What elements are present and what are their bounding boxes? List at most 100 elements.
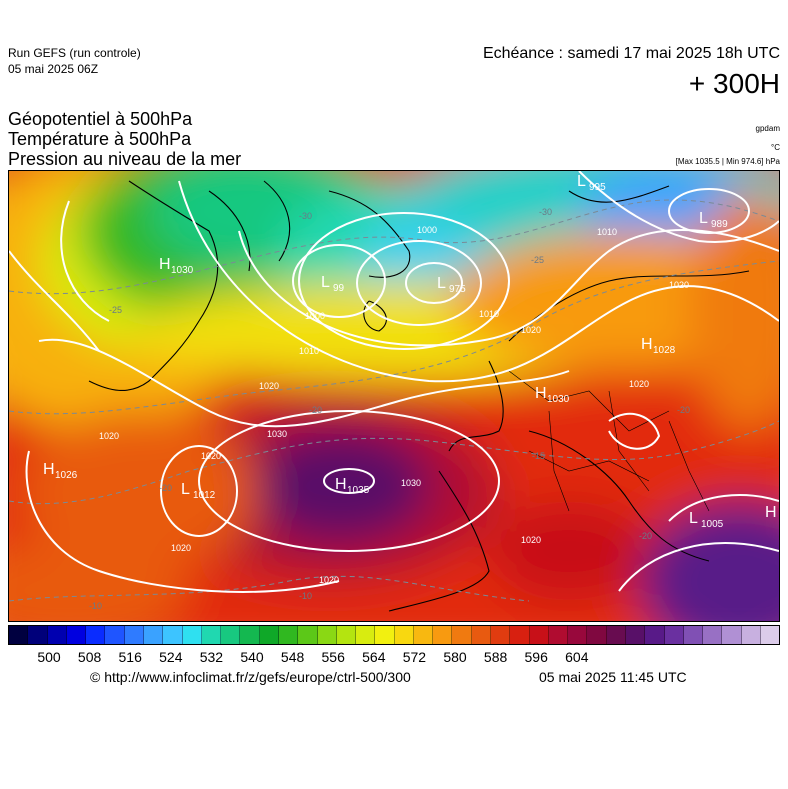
color-scale-tick-label: 500 bbox=[37, 649, 61, 665]
pressure-center-2-value: 99 bbox=[333, 283, 345, 294]
color-scale-cell bbox=[163, 626, 183, 644]
color-scale-cell bbox=[240, 626, 260, 644]
isobar-label: 1000 bbox=[417, 225, 437, 235]
pressure-center-11-type: L bbox=[689, 510, 698, 527]
pressure-center-5-value: 989 bbox=[711, 219, 728, 230]
color-scale-cell bbox=[529, 626, 549, 644]
isobar-label: 1020 bbox=[669, 280, 689, 290]
pressure-center-9-type: L bbox=[181, 481, 190, 498]
color-scale-tick-label: 588 bbox=[483, 649, 508, 665]
pressure-center-5-type: L bbox=[699, 210, 708, 227]
isobars bbox=[9, 171, 779, 593]
isotherm-label: -10 bbox=[89, 601, 102, 611]
isobar-label: 1020 bbox=[521, 535, 541, 545]
pressure-center-3-type: L bbox=[437, 275, 446, 292]
param-geopotential: Géopotentiel à 500hPa bbox=[8, 109, 193, 129]
pressure-center-6-type: H bbox=[641, 336, 653, 353]
color-scale-tick-label: 556 bbox=[321, 649, 345, 665]
color-scale-cell bbox=[278, 626, 299, 644]
color-scale-cell bbox=[124, 626, 144, 644]
color-scale-cell bbox=[568, 626, 588, 644]
unit-geopotential: gpdam bbox=[755, 124, 780, 133]
isobar-label: 1020 bbox=[259, 381, 279, 391]
pressure-center-10-type: H bbox=[335, 476, 347, 493]
isobar-label: 1010 bbox=[479, 309, 499, 319]
run-date: 05 mai 2025 06Z bbox=[8, 62, 99, 76]
pressure-center-6-value: 1028 bbox=[653, 345, 676, 356]
isobar-label: 1030 bbox=[401, 478, 421, 488]
color-scale-cell bbox=[413, 626, 434, 644]
color-scale-cell bbox=[28, 626, 48, 644]
pressure-center-11-value: 1005 bbox=[701, 519, 724, 530]
color-scale-cell bbox=[471, 626, 492, 644]
pressure-center-4-type: L bbox=[577, 173, 586, 190]
color-scale-cell bbox=[587, 626, 607, 644]
color-scale-cell bbox=[433, 626, 453, 644]
isotherm-label: -30 bbox=[539, 207, 552, 217]
isotherm-label: -20 bbox=[677, 405, 690, 415]
pressure-center-7-type: H bbox=[535, 385, 547, 402]
color-scale-tick-label: 580 bbox=[443, 649, 467, 665]
color-scale-tick-label: 540 bbox=[240, 649, 264, 665]
borders bbox=[508, 370, 710, 512]
pressure-center-4-value: 995 bbox=[589, 182, 606, 193]
color-scale-tick-label: 516 bbox=[118, 649, 142, 665]
geopotential-field bbox=[9, 171, 779, 621]
isotherm-label: -20 bbox=[309, 405, 322, 415]
color-scale-cell bbox=[105, 626, 125, 644]
isotherm-label: -15 bbox=[532, 451, 545, 461]
color-scale-tick-label: 572 bbox=[402, 649, 427, 665]
color-scale-cell bbox=[375, 626, 395, 644]
color-scale-cell bbox=[86, 626, 106, 644]
isobar-label: 1000 bbox=[305, 311, 325, 321]
color-scale-cell bbox=[548, 626, 569, 644]
color-scale-cell bbox=[741, 626, 761, 644]
color-scale-tick-label: 548 bbox=[280, 649, 305, 665]
valid-time: Echéance : samedi 17 mai 2025 18h UTC bbox=[482, 45, 780, 62]
unit-temperature: °C bbox=[771, 143, 780, 152]
isobar-value-labels: 1000 1010 1020 1030 1010 1020 1020 1020 … bbox=[99, 225, 689, 585]
color-scale-cell bbox=[626, 626, 646, 644]
map-canvas: H 1030 L 99 L 975 L 995 L 989 H 1028 H 1… bbox=[9, 171, 779, 621]
color-scale-cell bbox=[394, 626, 414, 644]
color-scale-cell bbox=[221, 626, 241, 644]
color-scale-cell bbox=[356, 626, 376, 644]
color-scale-bar bbox=[8, 625, 780, 645]
color-scale-cell bbox=[66, 626, 87, 644]
coastlines bbox=[88, 180, 750, 612]
pressure-center-labels: H 1030 L 99 L 975 L 995 L 989 H 1028 H 1… bbox=[43, 173, 777, 530]
color-scale-tick-label: 564 bbox=[362, 649, 386, 665]
isotherm-label: -25 bbox=[109, 305, 122, 315]
credit-url: © http://www.infoclimat.fr/z/gefs/europe… bbox=[90, 669, 411, 685]
isotherm-label: -20 bbox=[159, 483, 172, 493]
pressure-center-8-value: 1026 bbox=[55, 470, 78, 481]
color-scale-cell bbox=[336, 626, 357, 644]
pressure-center-8-type: H bbox=[43, 461, 55, 478]
color-scale-cell bbox=[703, 626, 723, 644]
isobar-label: 1020 bbox=[319, 575, 339, 585]
color-scale-cell bbox=[645, 626, 665, 644]
color-scale-cell bbox=[722, 626, 742, 644]
color-scale-cell bbox=[760, 626, 780, 644]
color-scale-tick-label: 508 bbox=[77, 649, 102, 665]
lead-time: + 300H bbox=[688, 68, 780, 99]
color-scale-cell bbox=[491, 626, 511, 644]
color-scale-tick-label: 604 bbox=[565, 649, 589, 665]
color-scale-tick-label: 596 bbox=[524, 649, 548, 665]
pressure-center-1-type: H bbox=[159, 256, 171, 273]
isobar-label: 1010 bbox=[299, 346, 319, 356]
run-title: Run GEFS (run controle) bbox=[8, 46, 141, 60]
pressure-center-3-value: 975 bbox=[449, 284, 466, 295]
pressure-center-9-value: 1012 bbox=[193, 490, 216, 501]
pressure-center-10-value: 1035 bbox=[347, 485, 370, 496]
color-scale-tick-label: 532 bbox=[199, 649, 224, 665]
color-scale-cell bbox=[47, 626, 67, 644]
pressure-center-12-type: H bbox=[765, 504, 777, 521]
color-scale-cell bbox=[298, 626, 318, 644]
isobar-label: 1030 bbox=[267, 429, 287, 439]
isobar-label: 1020 bbox=[629, 379, 649, 389]
color-scale-cell bbox=[452, 626, 472, 644]
unit-pressure-range: [Max 1035.5 | Min 974.6] hPa bbox=[675, 157, 780, 166]
isobar-label: 1020 bbox=[521, 325, 541, 335]
color-scale-cell bbox=[664, 626, 684, 644]
